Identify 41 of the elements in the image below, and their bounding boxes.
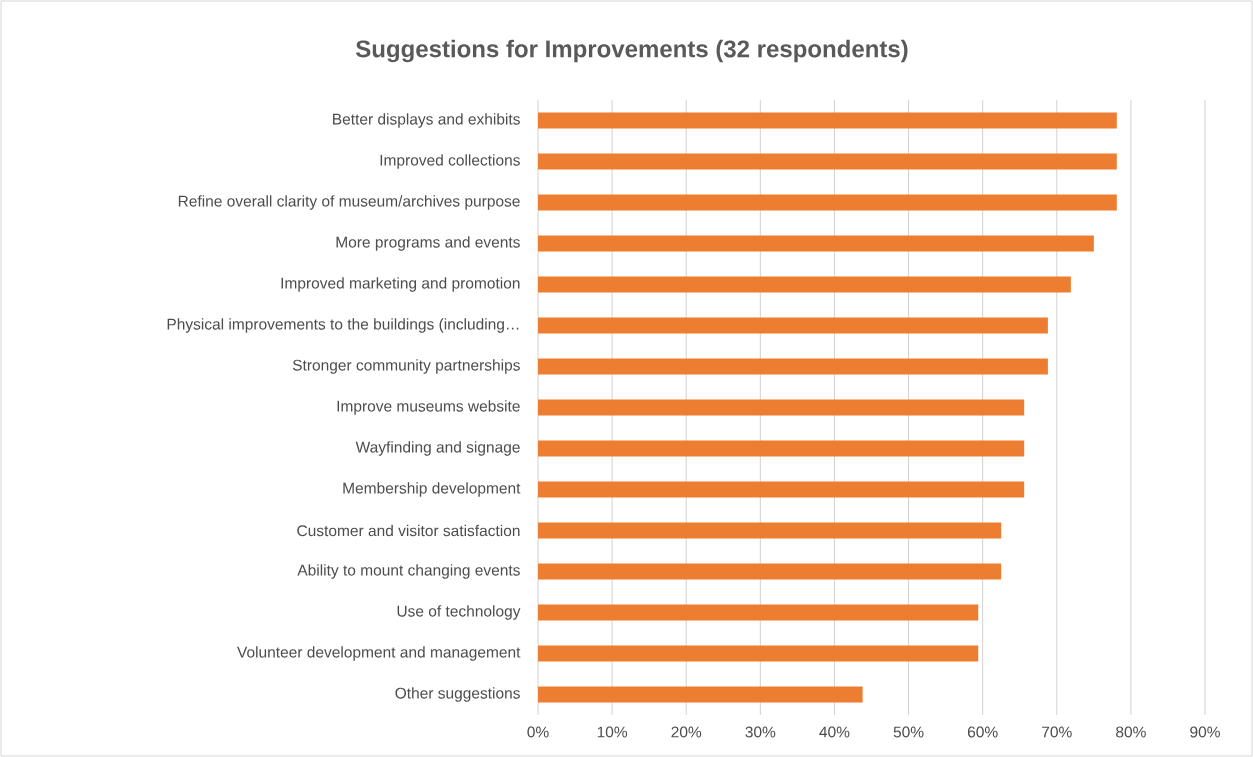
- x-tick-label: 10%: [597, 726, 628, 738]
- bar: [538, 645, 979, 662]
- bar: [538, 153, 1117, 170]
- x-tick-label: 90%: [1190, 726, 1220, 738]
- y-tick-label: Ability to mount changing events: [297, 564, 520, 579]
- bar: [538, 112, 1117, 129]
- x-tick-label: 80%: [1116, 726, 1146, 738]
- y-tick-label: More programs and events: [336, 236, 520, 251]
- x-tick-label: 40%: [819, 726, 850, 738]
- y-tick-label: Improved marketing and promotion: [281, 277, 520, 292]
- bar: [538, 399, 1025, 416]
- y-tick-label: Wayfinding and signage: [355, 441, 520, 456]
- bar: [538, 276, 1071, 293]
- y-tick-label: Better displays and exhibits: [333, 113, 520, 128]
- y-tick-label: Improved collections: [380, 154, 520, 169]
- y-tick-label: Stronger community partnerships: [292, 359, 520, 374]
- bar: [538, 317, 1048, 334]
- y-tick-label: Physical improvements to the buildings (including…: [167, 318, 519, 333]
- bar: [538, 563, 1002, 580]
- y-tick-label: Refine overall clarity of museum/archives purpose: [178, 195, 520, 210]
- y-tick-label: Other suggestions: [395, 687, 520, 702]
- y-tick-label: Volunteer development and management: [237, 646, 521, 661]
- x-tick-label: 70%: [1042, 726, 1072, 738]
- chart-title: Suggestions for Improvements (32 respondents): [355, 39, 908, 63]
- x-tick-label: 30%: [745, 726, 776, 738]
- bar: [538, 604, 979, 621]
- y-tick-label: Use of technology: [397, 605, 521, 620]
- y-tick-label: Improve museums website: [337, 400, 520, 415]
- y-tick-label: Membership development: [343, 482, 521, 497]
- x-tick-label: 60%: [967, 726, 998, 738]
- bar: [538, 194, 1117, 211]
- x-tick-label: 0%: [527, 726, 549, 738]
- bar: [538, 686, 863, 703]
- y-tick-label: Customer and visitor satisfaction: [297, 524, 520, 537]
- bar: [538, 440, 1025, 457]
- x-tick-label: 50%: [893, 726, 924, 738]
- x-tick-label: 20%: [671, 726, 702, 738]
- bar: [538, 358, 1048, 375]
- bar: [538, 522, 1002, 539]
- bar: [538, 235, 1094, 252]
- bar: [538, 481, 1025, 498]
